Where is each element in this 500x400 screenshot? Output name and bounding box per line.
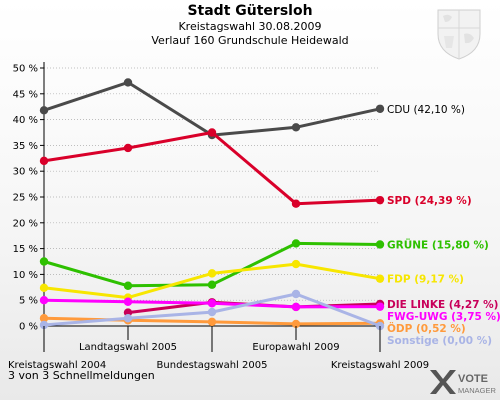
chart-subtitle-secondary: Verlauf 160 Grundschule Heidewald [151, 34, 349, 47]
series-line-spd [43, 131, 381, 206]
y-tick-label: 20 % [13, 218, 38, 229]
data-point [375, 274, 385, 283]
x-tick-label: Landtagswahl 2005 [79, 342, 177, 353]
grid-lines [44, 67, 380, 301]
chart-subtitle: Kreistagswahl 30.08.2009 [178, 20, 322, 33]
y-tick-label: 25 % [13, 193, 38, 204]
chart-title: Stadt Gütersloh [187, 3, 313, 19]
x-axis-labels: Kreistagswahl 2004 Landtagswahl 2005 Bunde… [8, 326, 429, 371]
series-line-gr-ne [43, 241, 381, 288]
data-point [291, 239, 301, 248]
y-tick-label: 15 % [13, 244, 38, 255]
data-point [123, 281, 133, 290]
y-tick-label: 40 % [13, 115, 38, 126]
series-lines [39, 78, 385, 331]
y-tick-label: 10 % [13, 270, 38, 281]
data-point [375, 240, 385, 249]
y-tick-label: 30 % [13, 167, 38, 178]
logo-manager-text: MANAGER [458, 386, 497, 395]
data-point [291, 123, 301, 132]
data-point [207, 280, 217, 289]
data-point [291, 302, 301, 312]
series-label: FWG-UWG (3,75 %) [387, 311, 500, 323]
series-label: ÖDP (0,52 %) [387, 321, 466, 335]
x-tick-label: Kreistagswahl 2009 [331, 360, 429, 371]
data-point [39, 257, 49, 266]
series-label: Sonstige (0,00 %) [387, 335, 492, 347]
data-point [39, 156, 49, 166]
x-mark-icon [430, 370, 456, 394]
series-label: CDU (42,10 %) [387, 104, 465, 116]
data-point [291, 289, 301, 299]
series-line-cdu [43, 80, 381, 137]
data-point [123, 143, 133, 153]
series-label: DIE LINKE (4,27 %) [387, 299, 498, 311]
y-tick-label: 45 % [13, 89, 38, 100]
data-point [39, 320, 49, 330]
data-point [207, 269, 217, 278]
series-label: FDP (9,17 %) [387, 274, 464, 286]
data-point [123, 314, 133, 323]
data-point [375, 104, 385, 113]
data-point [39, 106, 49, 115]
data-point [207, 307, 217, 317]
logo-vote-text: VOTE [458, 373, 488, 385]
series-label: SPD (24,39 %) [387, 195, 472, 207]
x-tick-label: Kreistagswahl 2004 [8, 360, 106, 371]
data-point [291, 259, 301, 269]
series-label: GRÜNE (15,80 %) [387, 237, 489, 251]
data-point [207, 299, 217, 308]
x-tick-label: Bundestagswahl 2005 [157, 360, 268, 371]
data-point [39, 296, 49, 305]
data-point [123, 78, 133, 87]
x-tick-label: Europawahl 2009 [252, 342, 339, 353]
data-point [291, 319, 301, 329]
series-labels: CDU (42,10 %) SPD (24,39 %) GRÜNE (15,80 %… [387, 104, 500, 347]
data-point [207, 128, 217, 137]
y-tick-label: 5 % [19, 296, 38, 307]
data-point [207, 317, 217, 327]
y-tick-label: 50 % [13, 64, 38, 75]
data-point [375, 302, 385, 311]
data-point [123, 297, 133, 306]
data-point [291, 199, 301, 208]
y-tick-label: 0 % [19, 322, 38, 333]
votemanager-logo: VOTE MANAGER [430, 370, 497, 395]
data-point [375, 195, 385, 205]
data-point [39, 314, 49, 323]
title-block: Stadt Gütersloh Kreistagswahl 30.08.2009… [0, 2, 500, 48]
y-tick-label: 35 % [13, 141, 38, 152]
footer-note: 3 von 3 Schnellmeldungen [8, 369, 155, 382]
data-point [39, 283, 49, 293]
coat-of-arms-icon [437, 9, 481, 60]
